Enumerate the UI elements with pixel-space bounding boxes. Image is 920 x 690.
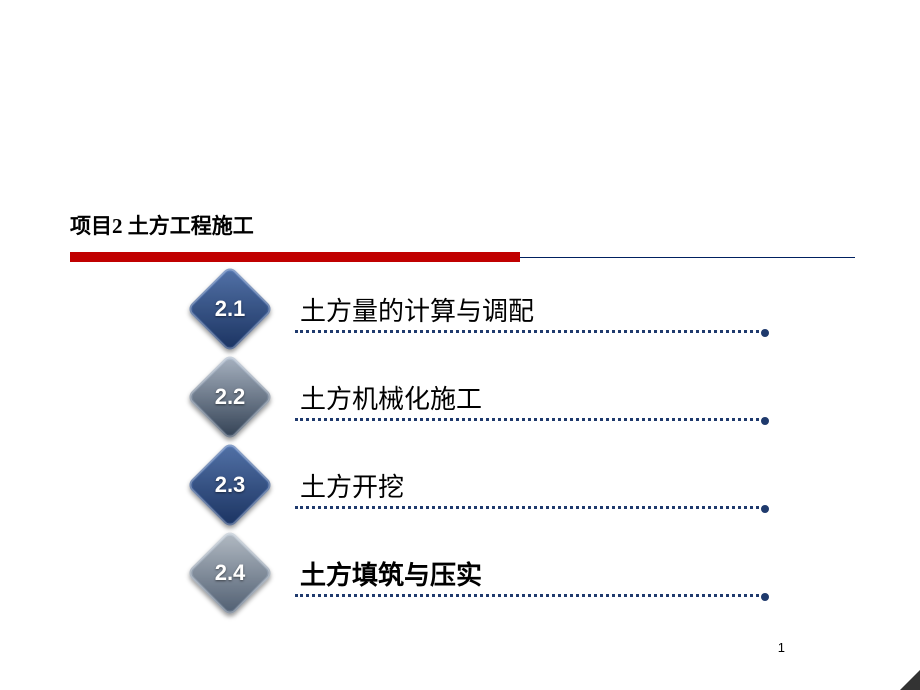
- toc-item: 2.4 土方填筑与压实: [195, 529, 765, 617]
- toc-item: 2.1 土方量的计算与调配: [195, 265, 765, 353]
- section-label: 土方量的计算与调配: [300, 291, 534, 328]
- section-label: 土方开挖: [300, 467, 404, 504]
- hexagon-badge: 2.2: [195, 366, 265, 428]
- section-number: 2.4: [215, 560, 246, 586]
- hexagon-badge: 2.3: [195, 454, 265, 516]
- hexagon-badge: 2.4: [195, 542, 265, 604]
- dotted-underline: [295, 594, 765, 597]
- end-dot: [761, 593, 769, 601]
- dotted-underline: [295, 418, 765, 421]
- section-label: 土方机械化施工: [300, 379, 482, 416]
- divider-red: [70, 252, 520, 262]
- toc-item: 2.2 土方机械化施工: [195, 353, 765, 441]
- header-area: 项目2 土方工程施工: [70, 210, 855, 262]
- dotted-underline: [295, 506, 765, 509]
- chapter-title: 项目2 土方工程施工: [70, 210, 855, 240]
- toc-item: 2.3 土方开挖: [195, 441, 765, 529]
- section-number: 2.1: [215, 296, 246, 322]
- dotted-underline: [295, 330, 765, 333]
- end-dot: [761, 417, 769, 425]
- page-number: 1: [778, 640, 785, 655]
- end-dot: [761, 329, 769, 337]
- end-dot: [761, 505, 769, 513]
- section-number: 2.3: [215, 472, 246, 498]
- divider: [70, 252, 855, 262]
- corner-fold-icon: [900, 670, 920, 690]
- divider-line: [520, 257, 855, 258]
- slide-container: 项目2 土方工程施工 2.1 土方量的计算与调配 2.2 土方机械化施工: [0, 0, 920, 690]
- toc-list: 2.1 土方量的计算与调配 2.2 土方机械化施工 2.3 土方开挖: [195, 265, 765, 617]
- section-label: 土方填筑与压实: [300, 555, 482, 592]
- hexagon-badge: 2.1: [195, 278, 265, 340]
- section-number: 2.2: [215, 384, 246, 410]
